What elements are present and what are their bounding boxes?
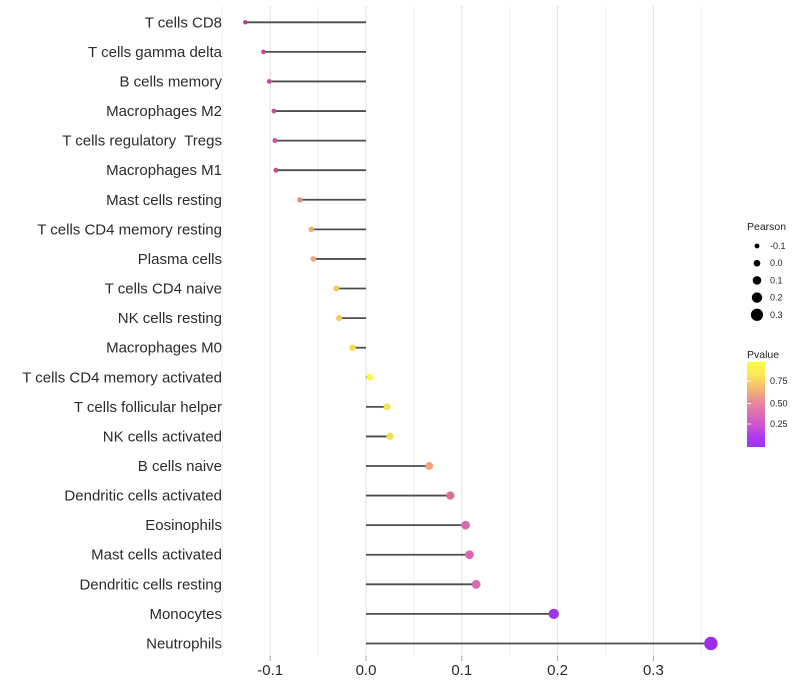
- color-legend-title: Pvalue: [747, 349, 779, 361]
- lollipop-dot: [336, 315, 343, 322]
- colorbar-tick-label: 0.50: [770, 399, 788, 409]
- colorbar-tick-label: 0.75: [770, 376, 788, 386]
- lollipop-row: Neutrophils: [146, 635, 718, 652]
- lollipop-row: T cells CD4 naive: [105, 281, 366, 298]
- x-axis-tick-label: 0.2: [547, 662, 568, 679]
- lollipop-dot: [548, 608, 559, 620]
- lollipop-row: T cells CD4 memory activated: [22, 369, 374, 386]
- category-label: Macrophages M2: [106, 103, 222, 120]
- lollipop-row: B cells memory: [119, 73, 366, 90]
- category-label: T cells regulatory Tregs: [62, 133, 222, 150]
- lollipop-row: Macrophages M1: [106, 162, 366, 179]
- lollipop-dot: [243, 20, 248, 25]
- size-legend-label: 0.2: [770, 293, 783, 303]
- lollipop-dot: [308, 226, 315, 233]
- category-label: Dendritic cells resting: [79, 576, 222, 593]
- colorbar-tick-label: 0.25: [770, 419, 788, 429]
- size-legend-dot: [754, 243, 760, 249]
- x-axis: -0.1 0.0 0.1 0.2 0.3: [257, 656, 664, 679]
- category-label: Macrophages M0: [106, 340, 222, 357]
- lollipop-dot: [349, 344, 356, 351]
- category-label: Eosinophils: [145, 517, 222, 534]
- category-label: T cells gamma delta: [88, 44, 223, 61]
- lollipop-row: NK cells resting: [118, 310, 366, 327]
- lollipop-dot: [471, 579, 481, 589]
- size-legend-label: -0.1: [770, 241, 786, 251]
- size-legend-title: Pearson: [747, 221, 786, 233]
- category-label: Mast cells activated: [91, 547, 222, 564]
- category-label: T cells CD4 memory activated: [22, 369, 222, 386]
- lollipop-dot: [704, 636, 718, 651]
- size-legend-label: 0.3: [770, 310, 783, 320]
- category-label: T cells CD4 naive: [105, 281, 222, 298]
- lollipop-row: T cells regulatory Tregs: [62, 133, 366, 150]
- lollipop-dot: [386, 432, 394, 441]
- category-label: T cells CD4 memory resting: [37, 221, 222, 238]
- category-label: NK cells activated: [103, 428, 222, 445]
- lollipop-dot: [446, 491, 455, 500]
- lollipop-row: Mast cells activated: [91, 547, 474, 564]
- lollipop-row: Eosinophils: [145, 517, 470, 534]
- x-axis-tick-label: 0.0: [356, 662, 377, 679]
- category-label: Neutrophils: [146, 635, 222, 652]
- lollipop-row: Mast cells resting: [106, 192, 366, 209]
- category-label: B cells memory: [119, 73, 222, 90]
- category-label: Mast cells resting: [106, 192, 222, 209]
- lollipop-dot: [383, 403, 391, 411]
- lollipop-dot: [333, 285, 340, 292]
- size-legend-dot: [752, 276, 762, 285]
- pvalue-colorbar: [747, 362, 765, 447]
- category-label: T cells CD8: [145, 14, 222, 31]
- size-legend-dot: [751, 292, 763, 303]
- category-label: Dendritic cells activated: [64, 488, 222, 505]
- lollipop-dot: [425, 462, 434, 470]
- lollipop-dot: [261, 49, 266, 55]
- category-label: T cells follicular helper: [74, 399, 222, 416]
- category-label: Monocytes: [149, 606, 222, 623]
- legend: Pearson -0.1 0.0 0.1 0.2 0.3 Pvalue 0.75 0.50 0.2…: [747, 221, 788, 447]
- lollipop-row: Dendritic cells activated: [64, 488, 455, 505]
- lollipop-dot: [272, 138, 278, 144]
- category-label: Macrophages M1: [106, 162, 222, 179]
- lollipop-dot: [297, 197, 303, 203]
- lollipop-row: T cells CD4 memory resting: [37, 221, 366, 238]
- lollipop-dot: [266, 79, 272, 84]
- size-legend-dot: [750, 308, 764, 321]
- lollipop-row: B cells naive: [138, 458, 434, 475]
- lollipop-dot: [310, 256, 317, 262]
- lollipop-row: NK cells activated: [103, 428, 394, 445]
- lollipop-row: Plasma cells: [138, 251, 366, 268]
- lollipop-row: T cells follicular helper: [74, 399, 391, 416]
- gridlines: [221, 6, 702, 656]
- x-axis-tick-label: 0.3: [643, 662, 664, 679]
- lollipop-row: T cells gamma delta: [88, 44, 366, 61]
- category-label: Plasma cells: [138, 251, 222, 268]
- lollipop-row: Monocytes: [149, 606, 559, 623]
- category-label: B cells naive: [138, 458, 222, 475]
- lollipop-row: Macrophages M0: [106, 340, 366, 357]
- lollipop-row: Macrophages M2: [106, 103, 366, 120]
- size-legend-label: 0.1: [770, 275, 783, 285]
- x-axis-tick-label: 0.1: [451, 662, 472, 679]
- size-legend-dot: [753, 259, 761, 267]
- lollipop-dot: [461, 520, 470, 530]
- lollipop-dot: [366, 373, 374, 381]
- lollipop-dot: [273, 167, 279, 173]
- size-legend-label: 0.0: [770, 258, 783, 268]
- x-axis-tick-label: -0.1: [257, 662, 283, 679]
- lollipop-row: T cells CD8: [145, 14, 366, 31]
- lollipop-dot: [465, 550, 474, 560]
- lollipop-row: Dendritic cells resting: [79, 576, 481, 593]
- category-label: NK cells resting: [118, 310, 222, 327]
- lollipop-dot: [271, 108, 277, 114]
